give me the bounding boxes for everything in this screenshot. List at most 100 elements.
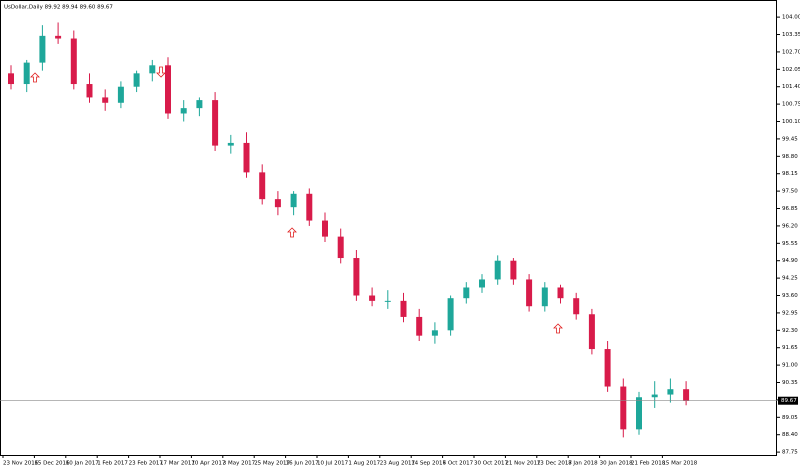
last-price-box bbox=[778, 396, 798, 405]
candle-body bbox=[165, 65, 171, 114]
candle-body bbox=[588, 314, 595, 350]
y-tick-label: 96.85 bbox=[782, 206, 798, 212]
y-tick-label: 89.05 bbox=[782, 415, 798, 421]
y-tick-label: 94.90 bbox=[782, 258, 798, 264]
x-tick-label: 21 Feb 2018 bbox=[631, 461, 666, 467]
y-tick-label: 98.80 bbox=[782, 154, 798, 160]
candle-body bbox=[479, 279, 485, 288]
candle-body bbox=[322, 220, 328, 237]
x-tick-label: 3 May 2017 bbox=[223, 461, 256, 467]
y-tick-label: 103.35 bbox=[782, 32, 800, 38]
y-tick-label: 102.70 bbox=[782, 49, 800, 55]
y-tick-label: 98.15 bbox=[782, 171, 798, 177]
x-tick-label: 13 Dec 2017 bbox=[537, 461, 573, 467]
candle-body bbox=[259, 172, 266, 200]
candle-body bbox=[620, 386, 627, 430]
x-tick-label: 15 Dec 2016 bbox=[34, 461, 70, 467]
signal-arrows bbox=[30, 66, 563, 334]
x-tick-label: 25 May 2017 bbox=[254, 461, 290, 467]
candle-body bbox=[494, 260, 501, 280]
x-tick-label: 17 Mar 2017 bbox=[160, 461, 195, 467]
candle-body bbox=[102, 97, 109, 103]
last-price-label: 89.67 bbox=[781, 398, 797, 404]
candle-body bbox=[541, 287, 548, 307]
candle-body bbox=[384, 300, 391, 302]
candle-body bbox=[431, 330, 438, 336]
candle-body bbox=[149, 65, 156, 74]
candle-body bbox=[212, 100, 219, 146]
y-tick-label: 100.75 bbox=[782, 102, 800, 108]
y-tick-label: 97.50 bbox=[782, 189, 798, 195]
candle-body bbox=[573, 298, 580, 315]
candle-body bbox=[651, 394, 658, 398]
x-tick-label: 6 Oct 2017 bbox=[443, 461, 474, 467]
y-tick-label: 91.65 bbox=[782, 345, 798, 351]
y-tick-label: 101.40 bbox=[782, 84, 800, 90]
x-tick-label: 15 Mar 2018 bbox=[662, 461, 697, 467]
y-tick-label: 91.00 bbox=[782, 363, 798, 369]
candle-body bbox=[636, 397, 642, 430]
candle-body bbox=[526, 279, 533, 307]
y-tick-label: 100.10 bbox=[782, 119, 800, 125]
y-tick-label: 102.05 bbox=[782, 67, 800, 73]
candle-body bbox=[557, 287, 564, 299]
x-tick-label: 30 Jan 2018 bbox=[600, 461, 633, 467]
candle-body bbox=[369, 295, 376, 301]
y-tick-label: 95.55 bbox=[782, 241, 798, 247]
y-tick-label: 90.35 bbox=[782, 380, 798, 386]
x-tick-label: 10 Apr 2017 bbox=[191, 461, 226, 467]
x-tick-label: 10 Jul 2017 bbox=[317, 461, 349, 467]
candle-body bbox=[463, 287, 470, 299]
x-tick-label: 1 Feb 2017 bbox=[97, 461, 128, 467]
candle-body bbox=[337, 236, 344, 259]
candle-body bbox=[447, 298, 454, 331]
up-arrow bbox=[553, 323, 563, 334]
x-tick-label: 14 Sep 2017 bbox=[411, 461, 446, 467]
candle-body bbox=[133, 73, 140, 87]
y-tick-label: 96.20 bbox=[782, 223, 798, 229]
candle-body bbox=[353, 258, 360, 296]
y-tick-label: 87.75 bbox=[782, 450, 798, 456]
candle-body bbox=[243, 142, 250, 173]
down-arrow bbox=[156, 66, 166, 78]
candle-body bbox=[39, 35, 46, 63]
candle-body bbox=[23, 62, 30, 85]
candle-body bbox=[117, 86, 124, 103]
candle-body bbox=[290, 193, 297, 208]
x-tick-label: 30 Oct 2017 bbox=[474, 461, 509, 467]
y-tick-label: 93.60 bbox=[782, 293, 798, 299]
x-tick-label: 23 Feb 2017 bbox=[129, 461, 164, 467]
candle-body bbox=[196, 100, 203, 109]
x-tick-label: 1 Aug 2017 bbox=[348, 461, 380, 467]
candle-body bbox=[416, 316, 423, 336]
y-tick-label: 94.25 bbox=[782, 276, 798, 282]
candle-body bbox=[306, 193, 313, 221]
up-arrow bbox=[287, 227, 297, 238]
candle-body bbox=[55, 35, 62, 39]
y-tick-label: 92.95 bbox=[782, 310, 798, 316]
x-tick-label: 16 Jun 2017 bbox=[286, 461, 320, 467]
candle-body bbox=[8, 73, 14, 85]
candle-body bbox=[274, 199, 281, 208]
y-tick-label: 104.00 bbox=[782, 15, 800, 21]
x-tick-label: 21 Nov 2017 bbox=[505, 461, 541, 467]
candle-body bbox=[667, 389, 674, 395]
y-tick-label: 99.45 bbox=[782, 136, 798, 142]
y-tick-label: 88.40 bbox=[782, 432, 798, 438]
candle-body bbox=[70, 38, 77, 85]
candle-body bbox=[86, 84, 93, 98]
up-arrow bbox=[30, 72, 40, 83]
candle-body bbox=[227, 142, 234, 146]
plot-frame bbox=[0, 0, 777, 456]
x-tick-label: 23 Nov 2016 bbox=[3, 461, 39, 467]
candle-body bbox=[180, 108, 187, 114]
candle-body bbox=[604, 349, 611, 387]
chart-title: UsDollar,Daily 89.92 89.94 89.60 89.67 bbox=[4, 5, 113, 11]
x-tick-label: 23 Aug 2017 bbox=[380, 461, 416, 467]
candle-body bbox=[683, 389, 690, 401]
y-tick-label: 92.30 bbox=[782, 328, 798, 334]
candle-body bbox=[400, 300, 407, 317]
candle-body bbox=[510, 260, 517, 280]
x-tick-label: 8 Jan 2018 bbox=[568, 461, 598, 467]
